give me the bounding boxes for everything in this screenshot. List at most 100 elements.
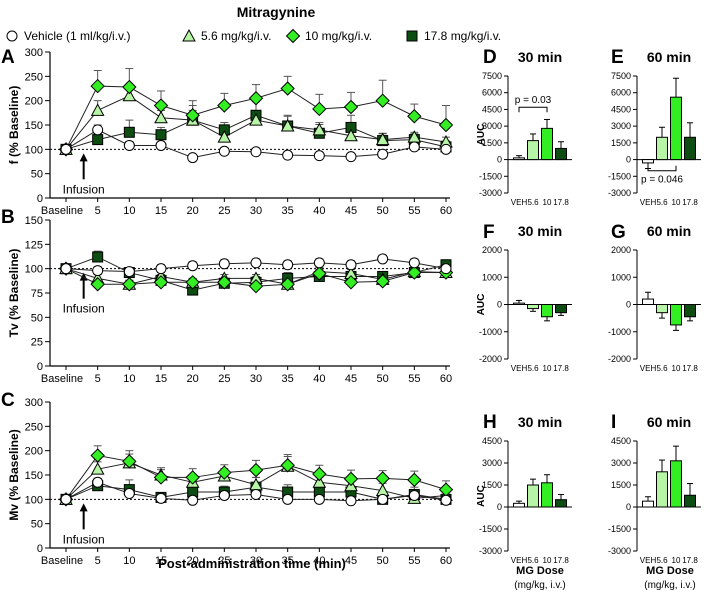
data-point-s0	[92, 124, 104, 136]
x-tick-label: 5.6	[527, 556, 539, 565]
data-point-s0	[313, 493, 325, 505]
x-tick-label: 60	[440, 373, 452, 385]
y-tick-label: 250	[25, 71, 43, 83]
data-point-s1	[344, 128, 358, 142]
data-point-s2	[280, 81, 295, 96]
x-tick-label: 10	[543, 364, 552, 373]
data-point-s0	[377, 148, 389, 160]
bar-panels: D 30 min AUC -3000 -1500 0 1500 3000 4500 6000 750…	[476, 47, 701, 565]
data-point-s0	[92, 476, 104, 488]
y-tick-label: 7500	[611, 71, 631, 81]
x-tick-label: VEH	[511, 364, 528, 373]
panel-title: 30 min	[518, 223, 562, 239]
data-point-s3	[92, 251, 104, 263]
panel-I: I 60 min -3000 -1500 0 1500 3000 4500 VEH 5.6 10 17…	[608, 412, 701, 565]
data-point-s0	[440, 143, 452, 155]
panel-title: 60 min	[647, 49, 691, 65]
data-point-s2	[312, 266, 327, 281]
data-point-s2	[312, 101, 327, 117]
data-point-s0	[250, 257, 262, 269]
data-point-s2	[90, 277, 105, 292]
data-point-s0	[377, 493, 389, 505]
bar-17.8	[684, 136, 696, 161]
y-tick-label: -1500	[479, 524, 502, 534]
panel-G: G 60 min -2000 -1000 0 1000 2000 VEH 5.6 10 17.8	[608, 222, 701, 373]
x-tick-label: 35	[282, 555, 294, 567]
y-tick-label: 75	[31, 288, 43, 300]
x-tick-label: Baseline	[41, 555, 83, 567]
bar-10	[541, 482, 553, 508]
mg-dose-label-right: MG Dose	[646, 565, 694, 577]
y-tick-label: -1500	[479, 171, 502, 181]
data-point-s0	[123, 266, 135, 278]
y-tick-label: 1000	[482, 272, 502, 282]
y-tick-label: 50	[31, 169, 43, 181]
y-tick-label: 300	[25, 397, 43, 409]
data-point-s2	[217, 275, 232, 290]
data-point-s0	[250, 488, 262, 500]
x-tick-label: 50	[377, 205, 389, 217]
x-tick-label: VEH	[640, 198, 657, 207]
x-tick-label: 17.8	[682, 198, 698, 207]
data-point-s2	[122, 79, 137, 95]
data-point-s0	[313, 150, 325, 162]
data-point-s2	[90, 78, 105, 94]
data-point-s2	[248, 462, 264, 478]
x-tick-label: 5	[95, 373, 101, 385]
data-point-s0	[123, 487, 135, 499]
data-point-s1	[122, 88, 137, 102]
data-point-s1	[312, 122, 327, 136]
panel-letter: A	[1, 47, 15, 68]
x-tick-label: Baseline	[41, 205, 83, 217]
data-point-s1	[217, 130, 232, 143]
significance-bracket	[518, 106, 548, 113]
data-point-s2	[153, 470, 169, 485]
x-tick-label: 60	[440, 205, 452, 217]
x-axis-title: Post-administration time (min)	[158, 556, 346, 571]
y-tick-label: 250	[25, 421, 43, 433]
bar-17.8	[684, 494, 696, 508]
panel-F: F 30 min AUC -2000 -1000 0 1000 2000 VEH 5.6 10 17.…	[476, 222, 572, 373]
y-tick-label: 150	[25, 470, 43, 482]
legend-marker-3	[406, 30, 418, 42]
x-tick-label: 50	[377, 555, 389, 567]
data-point-s2	[343, 471, 359, 487]
data-point-s1	[90, 103, 105, 116]
bar-VEH	[513, 157, 525, 161]
panel-letter: D	[483, 47, 497, 68]
y-tick-label: -3000	[479, 188, 502, 198]
significance-annotation: p = 0.046	[641, 175, 683, 186]
y-tick-label: 100	[25, 144, 43, 156]
x-tick-label: 10	[123, 373, 135, 385]
y-tick-label: 4500	[482, 104, 502, 114]
significance-bracket	[647, 165, 677, 172]
infusion-arrowhead	[79, 503, 88, 512]
y-tick-label: 4500	[611, 436, 631, 446]
y-tick-label: 3000	[482, 121, 502, 131]
panel-letter: F	[483, 222, 495, 243]
data-point-s2	[185, 470, 200, 485]
bar-5.6	[527, 140, 539, 161]
data-point-s0	[282, 149, 294, 161]
panel-title: 60 min	[647, 414, 691, 430]
data-point-s0	[377, 253, 389, 265]
y-tick-label: 1000	[611, 272, 631, 282]
data-point-s2	[217, 98, 232, 113]
data-point-s2	[312, 466, 327, 482]
infusion-label: Infusion	[63, 182, 105, 196]
x-tick-label: 40	[313, 555, 325, 567]
bar-VEH	[513, 302, 525, 306]
data-point-s2	[375, 471, 390, 486]
data-point-s3	[123, 126, 135, 138]
x-tick-label: 5.6	[656, 198, 668, 207]
x-tick-label: 15	[155, 205, 167, 217]
data-point-s0	[187, 494, 199, 506]
bar-5.6	[527, 484, 539, 508]
x-tick-label: 15	[155, 373, 167, 385]
x-tick-label: 55	[408, 555, 420, 567]
x-tick-label: 55	[408, 205, 420, 217]
x-tick-label: 30	[250, 205, 262, 217]
x-tick-label: 35	[282, 373, 294, 385]
panel-letter: B	[1, 207, 15, 228]
data-point-s2	[407, 265, 422, 280]
